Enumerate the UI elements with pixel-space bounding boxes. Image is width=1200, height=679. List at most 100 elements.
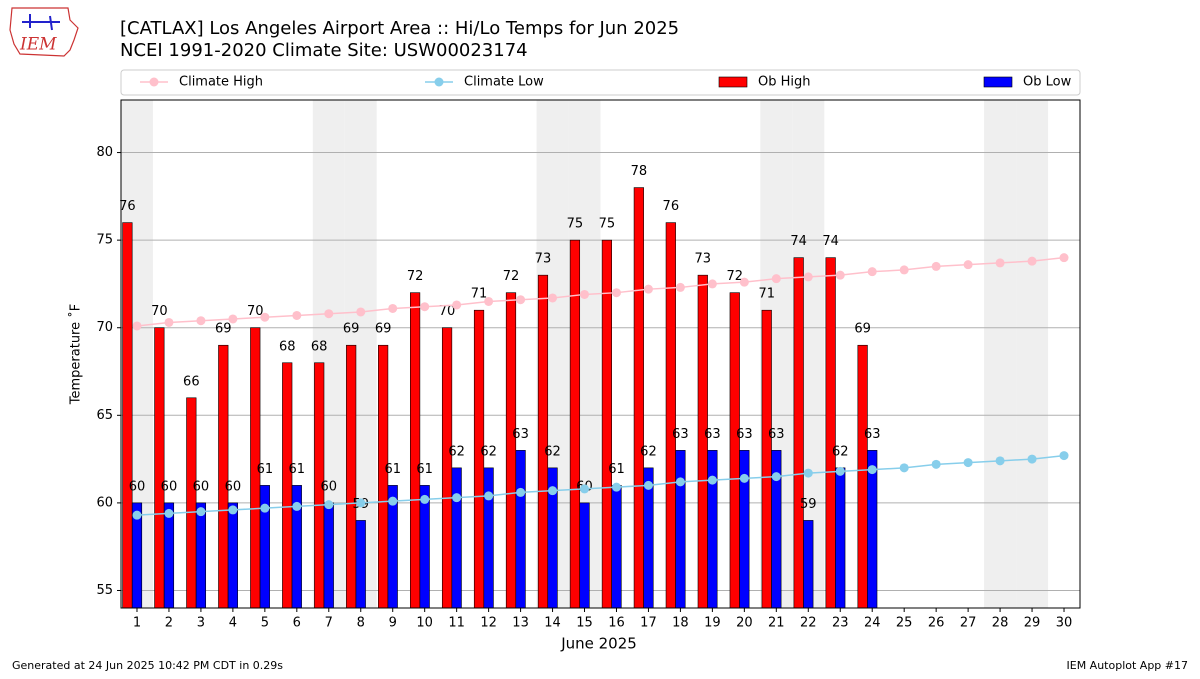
x-tick-label: 4 <box>229 616 237 631</box>
x-tick-label: 7 <box>325 616 333 631</box>
bar <box>803 520 814 609</box>
line-marker <box>643 284 653 294</box>
plot-frame <box>120 99 1081 609</box>
data-label: 61 <box>384 462 401 477</box>
x-tick-label: 18 <box>672 616 689 631</box>
legend-marker <box>434 77 444 87</box>
bar <box>409 292 421 609</box>
line-marker <box>548 293 558 303</box>
chart-title: [CATLAX] Los Angeles Airport Area :: Hi/… <box>120 18 679 39</box>
legend-label: Ob Low <box>1023 75 1072 90</box>
y-tick-label: 70 <box>96 320 113 335</box>
line-marker <box>196 316 206 326</box>
bar <box>579 502 590 609</box>
bar <box>515 450 526 609</box>
line-marker <box>835 466 845 476</box>
line-marker <box>995 456 1005 466</box>
x-tick-label: 8 <box>357 616 365 631</box>
line-marker <box>228 314 238 324</box>
x-tick-label: 11 <box>448 616 465 631</box>
line-marker <box>324 500 334 510</box>
logo: IEM <box>9 7 79 57</box>
data-label: 68 <box>279 339 296 354</box>
x-tick-label: 19 <box>704 616 721 631</box>
legend-label: Ob High <box>758 75 811 90</box>
x-tick-label: 28 <box>992 616 1009 631</box>
bar <box>451 467 462 609</box>
data-label: 60 <box>225 479 242 494</box>
data-label: 60 <box>161 479 178 494</box>
bar <box>665 222 676 609</box>
line-marker <box>164 508 174 518</box>
data-label: 73 <box>535 252 552 267</box>
bar <box>675 450 686 609</box>
data-label: 63 <box>512 427 529 442</box>
data-label: 72 <box>726 269 743 284</box>
bar <box>505 292 517 609</box>
data-label: 76 <box>663 199 680 214</box>
line-marker <box>388 303 398 313</box>
line-marker <box>388 496 398 506</box>
x-tick-label: 21 <box>768 616 785 631</box>
data-label: 72 <box>503 269 520 284</box>
bar <box>195 502 207 609</box>
y-axis-label: Temperature ˚F <box>68 304 84 405</box>
data-label: 61 <box>608 462 625 477</box>
data-label: 62 <box>544 444 561 459</box>
line <box>136 256 1065 327</box>
line-marker <box>963 260 973 270</box>
line-marker <box>739 473 749 483</box>
line-marker <box>196 507 206 517</box>
data-label: 63 <box>736 427 753 442</box>
data-label: 60 <box>193 479 210 494</box>
data-label: 70 <box>247 304 264 319</box>
y-tick-label: 60 <box>96 495 113 510</box>
bar <box>707 450 718 609</box>
line-marker <box>931 459 941 469</box>
legend-marker <box>149 77 159 87</box>
line-marker <box>611 482 621 492</box>
x-tick-label: 2 <box>165 616 173 631</box>
line-marker <box>963 458 973 468</box>
line-marker <box>803 468 813 478</box>
line-marker <box>356 307 366 317</box>
line-marker <box>516 487 526 497</box>
data-label: 75 <box>599 217 616 232</box>
bar <box>163 502 175 609</box>
bar <box>323 502 334 609</box>
line-marker <box>164 317 174 327</box>
data-label: 69 <box>854 322 871 337</box>
weekend-shade <box>1016 100 1049 608</box>
footer-right: IEM Autoplot App #17 <box>1067 659 1189 672</box>
data-label: 61 <box>416 462 433 477</box>
line-marker <box>420 494 430 504</box>
line-marker <box>835 270 845 280</box>
bar <box>346 344 357 609</box>
bar <box>441 327 453 609</box>
logo-outline <box>9 7 79 57</box>
data-label: 63 <box>864 427 881 442</box>
line-marker <box>867 267 877 277</box>
line-marker <box>324 309 334 319</box>
line-marker <box>228 505 238 515</box>
line-marker <box>739 277 749 287</box>
data-label: 62 <box>448 444 465 459</box>
data-label: 74 <box>790 234 807 249</box>
data-label: 69 <box>215 322 232 337</box>
line-marker <box>1027 454 1037 464</box>
y-tick-label: 75 <box>96 233 113 248</box>
legend-swatch <box>718 76 748 88</box>
data-label: 71 <box>471 287 488 302</box>
line-marker <box>484 296 494 306</box>
data-label: 62 <box>640 444 657 459</box>
bar <box>633 187 644 609</box>
bar <box>227 502 238 609</box>
y-tick-label: 80 <box>96 145 113 160</box>
x-tick-label: 1 <box>133 616 141 631</box>
line-marker <box>356 498 366 508</box>
data-label: 62 <box>480 444 497 459</box>
data-label: 63 <box>704 427 721 442</box>
x-tick-label: 27 <box>960 616 977 631</box>
line-marker <box>420 302 430 312</box>
